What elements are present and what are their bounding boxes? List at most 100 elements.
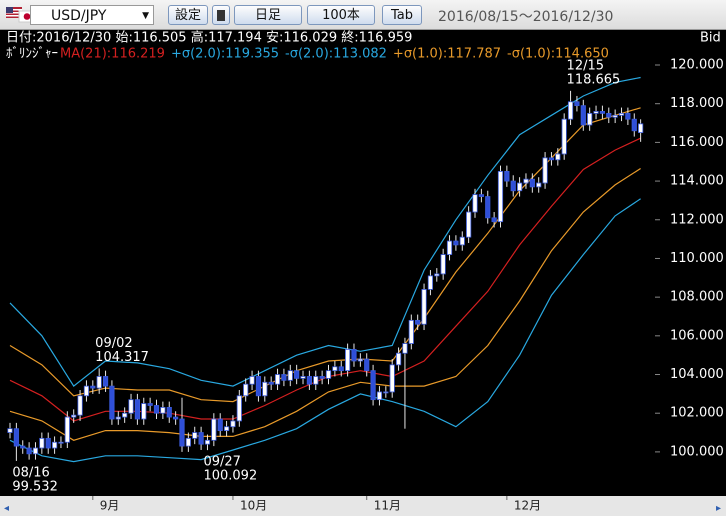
legend-entry: +σ(2.0):119.355 (171, 47, 279, 62)
candle-body (255, 376, 262, 397)
candle-body (504, 171, 510, 182)
flag-icons (6, 7, 36, 23)
candle-body (599, 111, 606, 114)
candle-body (192, 432, 198, 439)
candle-body (13, 428, 19, 447)
candle-body (160, 407, 166, 414)
price-label: Bid (700, 31, 721, 46)
candle-body (173, 416, 179, 420)
x-tick-label: 11月 (374, 499, 401, 513)
plot-background (0, 30, 726, 496)
scroll-left[interactable]: ◂ (4, 503, 9, 514)
candle-body (472, 194, 478, 213)
candle-body (45, 437, 51, 449)
y-tick-label: 116.000 (670, 135, 724, 150)
candle-body (517, 182, 523, 192)
y-tick-label: 118.000 (670, 96, 724, 111)
candle-body (71, 414, 77, 418)
candle-body (580, 105, 586, 126)
y-tick-label: 100.000 (670, 444, 724, 459)
currency-pair[interactable]: USD/JPY ▼ (30, 5, 154, 25)
candle-body (211, 418, 217, 441)
date-range: 2016/08/15～2016/12/30 (438, 9, 614, 25)
candle-body (249, 376, 255, 385)
candle-body (561, 118, 567, 155)
x-axis-strip (0, 496, 726, 516)
indicator-name: ﾎﾞﾘﾝｼﾞｬｰ (6, 47, 58, 62)
candle-body (618, 112, 625, 116)
annotation-value: 100.092 (203, 469, 257, 484)
candle-body (536, 182, 542, 188)
candle-body (408, 319, 414, 344)
y-tick-label: 104.000 (670, 367, 724, 382)
annotation-date: 09/27 (203, 455, 240, 470)
candle-body (109, 385, 115, 420)
candle-body (287, 370, 293, 381)
candle-body (300, 376, 306, 379)
candle-body (223, 426, 230, 432)
period-button[interactable]: 日足 (234, 5, 302, 25)
candle-body (434, 273, 440, 277)
candle-body (77, 395, 83, 416)
candle-body (64, 416, 70, 443)
band-line (9, 167, 641, 441)
candle-body (338, 366, 344, 372)
scroll-right[interactable]: ▸ (716, 503, 721, 514)
legend-entry: -σ(2.0):113.082 (285, 47, 387, 62)
candle-body (332, 366, 338, 372)
candle-body (364, 358, 370, 372)
annotation-date: 09/02 (95, 336, 132, 351)
legend-entry: MA(21):116.219 (60, 47, 165, 62)
candle-body (542, 157, 548, 184)
band-line (9, 76, 641, 387)
info-line: 日付:2016/12/30 始:116.505 高:117.194 安:116.… (6, 30, 412, 46)
candle-body (459, 236, 465, 246)
candle-body (122, 412, 128, 418)
icon-button[interactable] (212, 5, 230, 25)
y-tick-label: 110.000 (670, 251, 724, 266)
candle-body (134, 399, 140, 420)
candle-body (497, 171, 504, 223)
y-tick-label: 108.000 (670, 290, 724, 305)
y-tick-label: 120.000 (670, 58, 724, 73)
candle-body (376, 391, 383, 401)
legend-entry: -σ(1.0):114.650 (507, 47, 609, 62)
candle-body (141, 403, 147, 420)
candle-body (345, 348, 351, 372)
toolbar: USD/JPY ▼ 設定 日足 100本 Tab 2016/08/15～2016/… (0, 0, 726, 30)
x-tick-label: 10月 (240, 499, 267, 513)
band-line (9, 198, 641, 463)
candle-body (383, 391, 389, 394)
candle-body (453, 240, 459, 246)
candle-body (612, 114, 618, 118)
candle-body (593, 111, 599, 114)
candle-body (166, 407, 172, 418)
annotation-value: 118.665 (567, 72, 621, 87)
tab-button[interactable]: Tab (382, 5, 422, 25)
candle-body (638, 123, 644, 134)
candle-body (357, 358, 363, 362)
legend-entry: +σ(1.0):117.787 (393, 47, 501, 62)
candle-body (427, 275, 434, 290)
pair-label: USD/JPY (51, 8, 107, 24)
candle-body (179, 418, 185, 447)
candle-body (306, 376, 312, 385)
y-tick-label: 114.000 (670, 174, 724, 189)
candle-body (574, 101, 580, 107)
count-button[interactable]: 100本 (307, 5, 375, 25)
candle-body (548, 157, 555, 161)
candle-body (421, 289, 427, 325)
candle-body (631, 118, 637, 132)
candle-body (268, 381, 274, 385)
candle-body (217, 418, 223, 432)
y-tick-label: 112.000 (670, 212, 724, 227)
annotation-value: 99.532 (12, 479, 58, 494)
settings-button[interactable]: 設定 (168, 5, 208, 25)
candle-body (325, 370, 332, 379)
candle-body (389, 364, 395, 393)
candle-body (395, 352, 402, 366)
candle-body (90, 385, 96, 389)
candle-body (555, 153, 561, 161)
band-line (9, 107, 641, 403)
candle-body (26, 447, 32, 455)
